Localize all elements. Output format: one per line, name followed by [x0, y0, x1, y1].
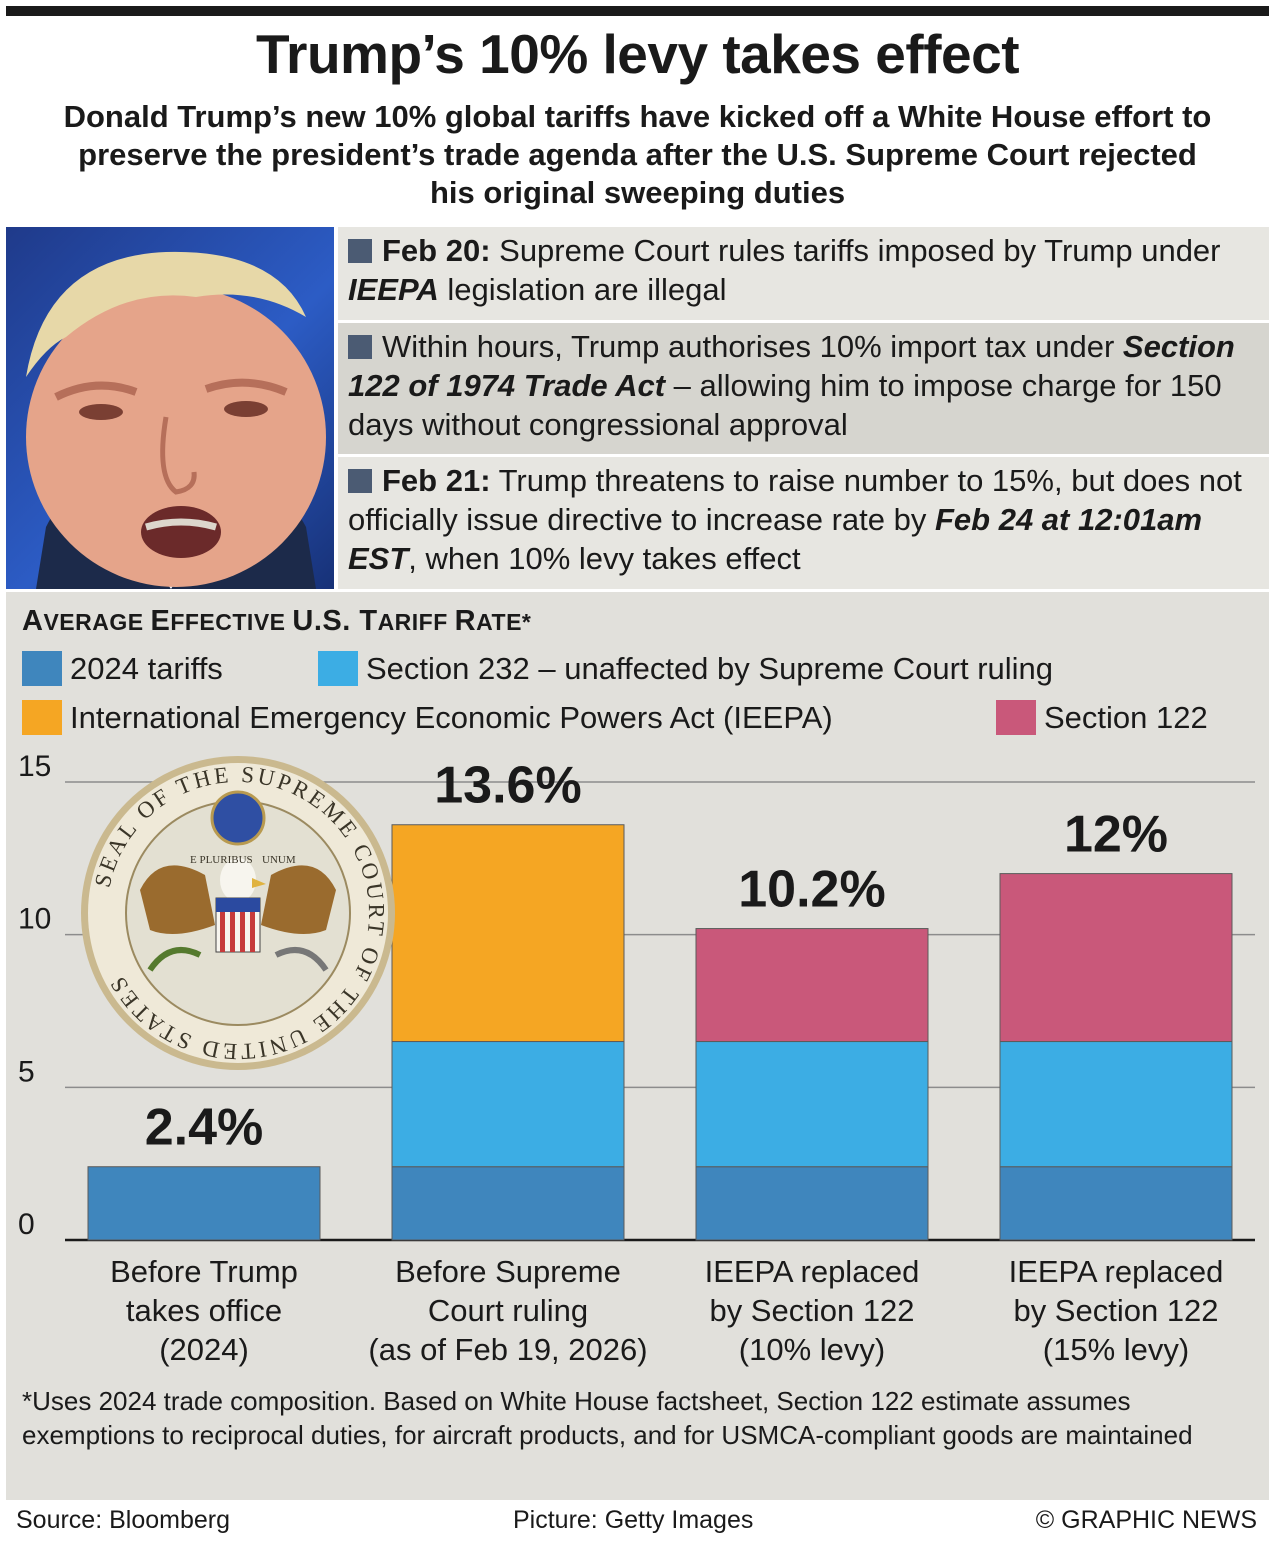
category-label: IEEPA replaced by Section 122 (10% levy) — [704, 1254, 920, 1367]
event-text: Within hours, Trump authorises 10% impor… — [382, 329, 1123, 364]
legend-item-ieepa: International Emergency Economic Powers … — [22, 699, 833, 737]
legend-item-2024-tariffs: 2024 tariffs — [22, 650, 223, 688]
event-timeline: Feb 20: Supreme Court rules tariffs impo… — [338, 227, 1269, 589]
bar-segment — [695, 1041, 929, 1168]
event-emphasis: Feb 24 at 12:01am EST — [348, 502, 1203, 576]
category-label: Before Supreme Court ruling (as of Feb 19,… — [368, 1254, 648, 1367]
event-emphasis: IEEPA — [348, 272, 439, 307]
bullet-square-icon — [348, 469, 372, 493]
event-date: Feb 20: — [382, 233, 491, 268]
event-text: legislation are illegal — [438, 272, 727, 307]
event-text: Supreme Court rules tariffs imposed by T… — [490, 233, 1221, 268]
bar-total-label: 12% — [1064, 806, 1168, 864]
footer: Source: Bloomberg Picture: Getty Images … — [6, 1500, 1269, 1544]
chart-title: AVERAGE EFFECTIVE U.S. TARIFF RATE* — [22, 605, 532, 637]
event-within-hours: Within hours, Trump authorises 10% impor… — [338, 323, 1269, 454]
legend-item-section-232: Section 232 – unaffected by Supreme Cour… — [318, 650, 1053, 688]
y-tick-label: 5 — [18, 1055, 35, 1088]
event-feb-21: Feb 21: Trump threatens to raise number … — [338, 457, 1269, 589]
category-label: IEEPA replaced by Section 122 (15% levy) — [1008, 1254, 1224, 1367]
event-text: – allowing him to impose charge for 150 … — [348, 368, 1222, 442]
page-title: Trump’s 10% levy takes effect — [255, 23, 1020, 85]
seal-motto: UNUM — [262, 854, 296, 866]
legend-label: Section 122 — [1044, 700, 1208, 735]
legend-item-section-122: Section 122 — [996, 699, 1208, 737]
bar-segment — [999, 1041, 1233, 1168]
bar-segment — [999, 1166, 1233, 1241]
event-feb-20: Feb 20: Supreme Court rules tariffs impo… — [338, 227, 1269, 320]
y-tick-label: 10 — [18, 903, 51, 936]
bar-total-label: 13.6% — [434, 757, 581, 815]
graphic-news-credit: © GRAPHIC NEWS — [1035, 1506, 1257, 1534]
seal-motto: E PLURIBUS — [190, 854, 253, 866]
event-emphasis: Section 122 of 1974 Trade Act — [348, 329, 1235, 403]
tariff-bar-chart: 0 5 10 15 SEAL OF THE SUPREME COURT OF THE … — [18, 750, 1255, 1242]
category-label: Before Trump takes office (2024) — [110, 1254, 298, 1367]
event-date: Feb 21: — [382, 463, 491, 498]
event-text: , when 10% levy takes effect — [408, 541, 801, 576]
source-credit: Source: Bloomberg — [16, 1506, 231, 1534]
bar-total-label: 10.2% — [738, 861, 885, 919]
bullet-square-icon — [348, 335, 372, 359]
y-tick-label: 0 — [18, 1208, 35, 1241]
picture-credit: Picture: Getty Images — [513, 1506, 754, 1534]
legend-swatch — [22, 700, 62, 735]
bar-segment — [695, 928, 929, 1043]
trump-photo — [6, 227, 334, 589]
portrait-illustration — [26, 251, 326, 589]
bar-segment — [87, 1166, 321, 1241]
legend-label: Section 232 – unaffected by Supreme Cour… — [366, 651, 1054, 686]
bar-total-label: 2.4% — [145, 1099, 264, 1157]
bullet-square-icon — [348, 239, 372, 263]
top-rule — [6, 6, 1269, 16]
event-text: Trump threatens to raise number to 15%, … — [348, 463, 1242, 537]
bar-segment — [391, 824, 625, 1043]
bar-segment — [391, 1166, 625, 1241]
bar-segment — [391, 1041, 625, 1168]
legend-swatch — [996, 700, 1036, 735]
y-tick-label: 15 — [18, 750, 51, 783]
legend-swatch — [22, 651, 62, 686]
footnote: *Uses 2024 trade composition. Based on W… — [22, 1386, 1193, 1450]
subtitle: Donald Trump’s new 10% global tariffs ha… — [63, 99, 1212, 210]
bar-segment — [695, 1166, 929, 1241]
bar-segment — [999, 873, 1233, 1043]
legend-swatch — [318, 651, 358, 686]
legend-label: 2024 tariffs — [70, 651, 223, 686]
supreme-court-seal: SEAL OF THE SUPREME COURT OF THE UNITED … — [81, 756, 395, 1070]
legend-label: International Emergency Economic Powers … — [70, 700, 833, 735]
